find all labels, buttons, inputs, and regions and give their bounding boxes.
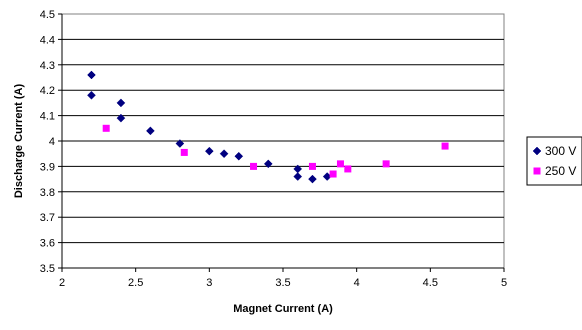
data-point <box>116 113 126 123</box>
x-tick-label: 3 <box>206 277 212 289</box>
series-1 <box>87 70 332 184</box>
data-point <box>87 90 96 100</box>
y-tick-label: 4.2 <box>40 85 55 97</box>
data-point <box>308 162 316 170</box>
y-tick-label: 3.7 <box>40 212 55 224</box>
data-point <box>263 159 273 169</box>
legend-marker <box>533 167 541 175</box>
y-tick-label: 4.5 <box>40 9 55 21</box>
y-tick-label: 3.6 <box>40 238 55 250</box>
data-point <box>293 172 303 181</box>
data-point <box>204 146 214 156</box>
data-point <box>336 160 344 168</box>
x-tick-label: 2 <box>59 277 65 289</box>
data-point <box>102 124 110 132</box>
legend-label: 300 V <box>545 144 576 158</box>
data-point <box>382 160 390 168</box>
y-tick-label: 3.5 <box>40 263 55 275</box>
data-point <box>146 126 155 136</box>
series-2 <box>102 124 449 178</box>
y-tick-label: 3.8 <box>40 187 55 199</box>
data-point <box>116 98 126 108</box>
legend-label: 250 V <box>545 164 576 178</box>
x-tick-label: 5 <box>501 277 507 289</box>
x-tick-label: 3.5 <box>275 277 290 289</box>
data-points <box>87 70 449 184</box>
y-tick-labels: 3.5 3.6 3.7 3.8 3.9 4 4.1 4.2 4.3 4.4 4.5 <box>40 9 62 275</box>
y-tick-label: 4 <box>49 136 55 148</box>
data-point <box>219 149 229 159</box>
y-tick-label: 3.9 <box>40 161 55 173</box>
data-point <box>234 151 244 161</box>
x-tick-label: 4 <box>354 277 360 289</box>
x-tick-labels: 2 2.5 3 3.5 4 4.5 5 <box>59 268 507 289</box>
x-tick-label: 4.5 <box>423 277 438 289</box>
data-point <box>250 162 258 170</box>
data-point <box>175 139 185 148</box>
y-tick-label: 4.1 <box>40 111 55 123</box>
y-tick-label: 4.4 <box>40 34 55 46</box>
y-axis-title: Discharge Current (A) <box>13 84 25 199</box>
legend-marker <box>532 146 542 156</box>
x-axis-title: Magnet Current (A) <box>233 303 333 315</box>
legend-box <box>526 136 582 186</box>
x-tick-label: 2.5 <box>128 277 143 289</box>
legend: 300 V 250 V <box>526 136 582 186</box>
data-point <box>180 148 188 156</box>
y-tick-label: 4.3 <box>40 60 55 72</box>
data-point <box>329 170 337 178</box>
gridlines <box>62 38 504 244</box>
data-point <box>308 174 317 184</box>
data-point <box>87 70 96 80</box>
data-point <box>344 165 352 173</box>
data-point <box>441 142 449 150</box>
